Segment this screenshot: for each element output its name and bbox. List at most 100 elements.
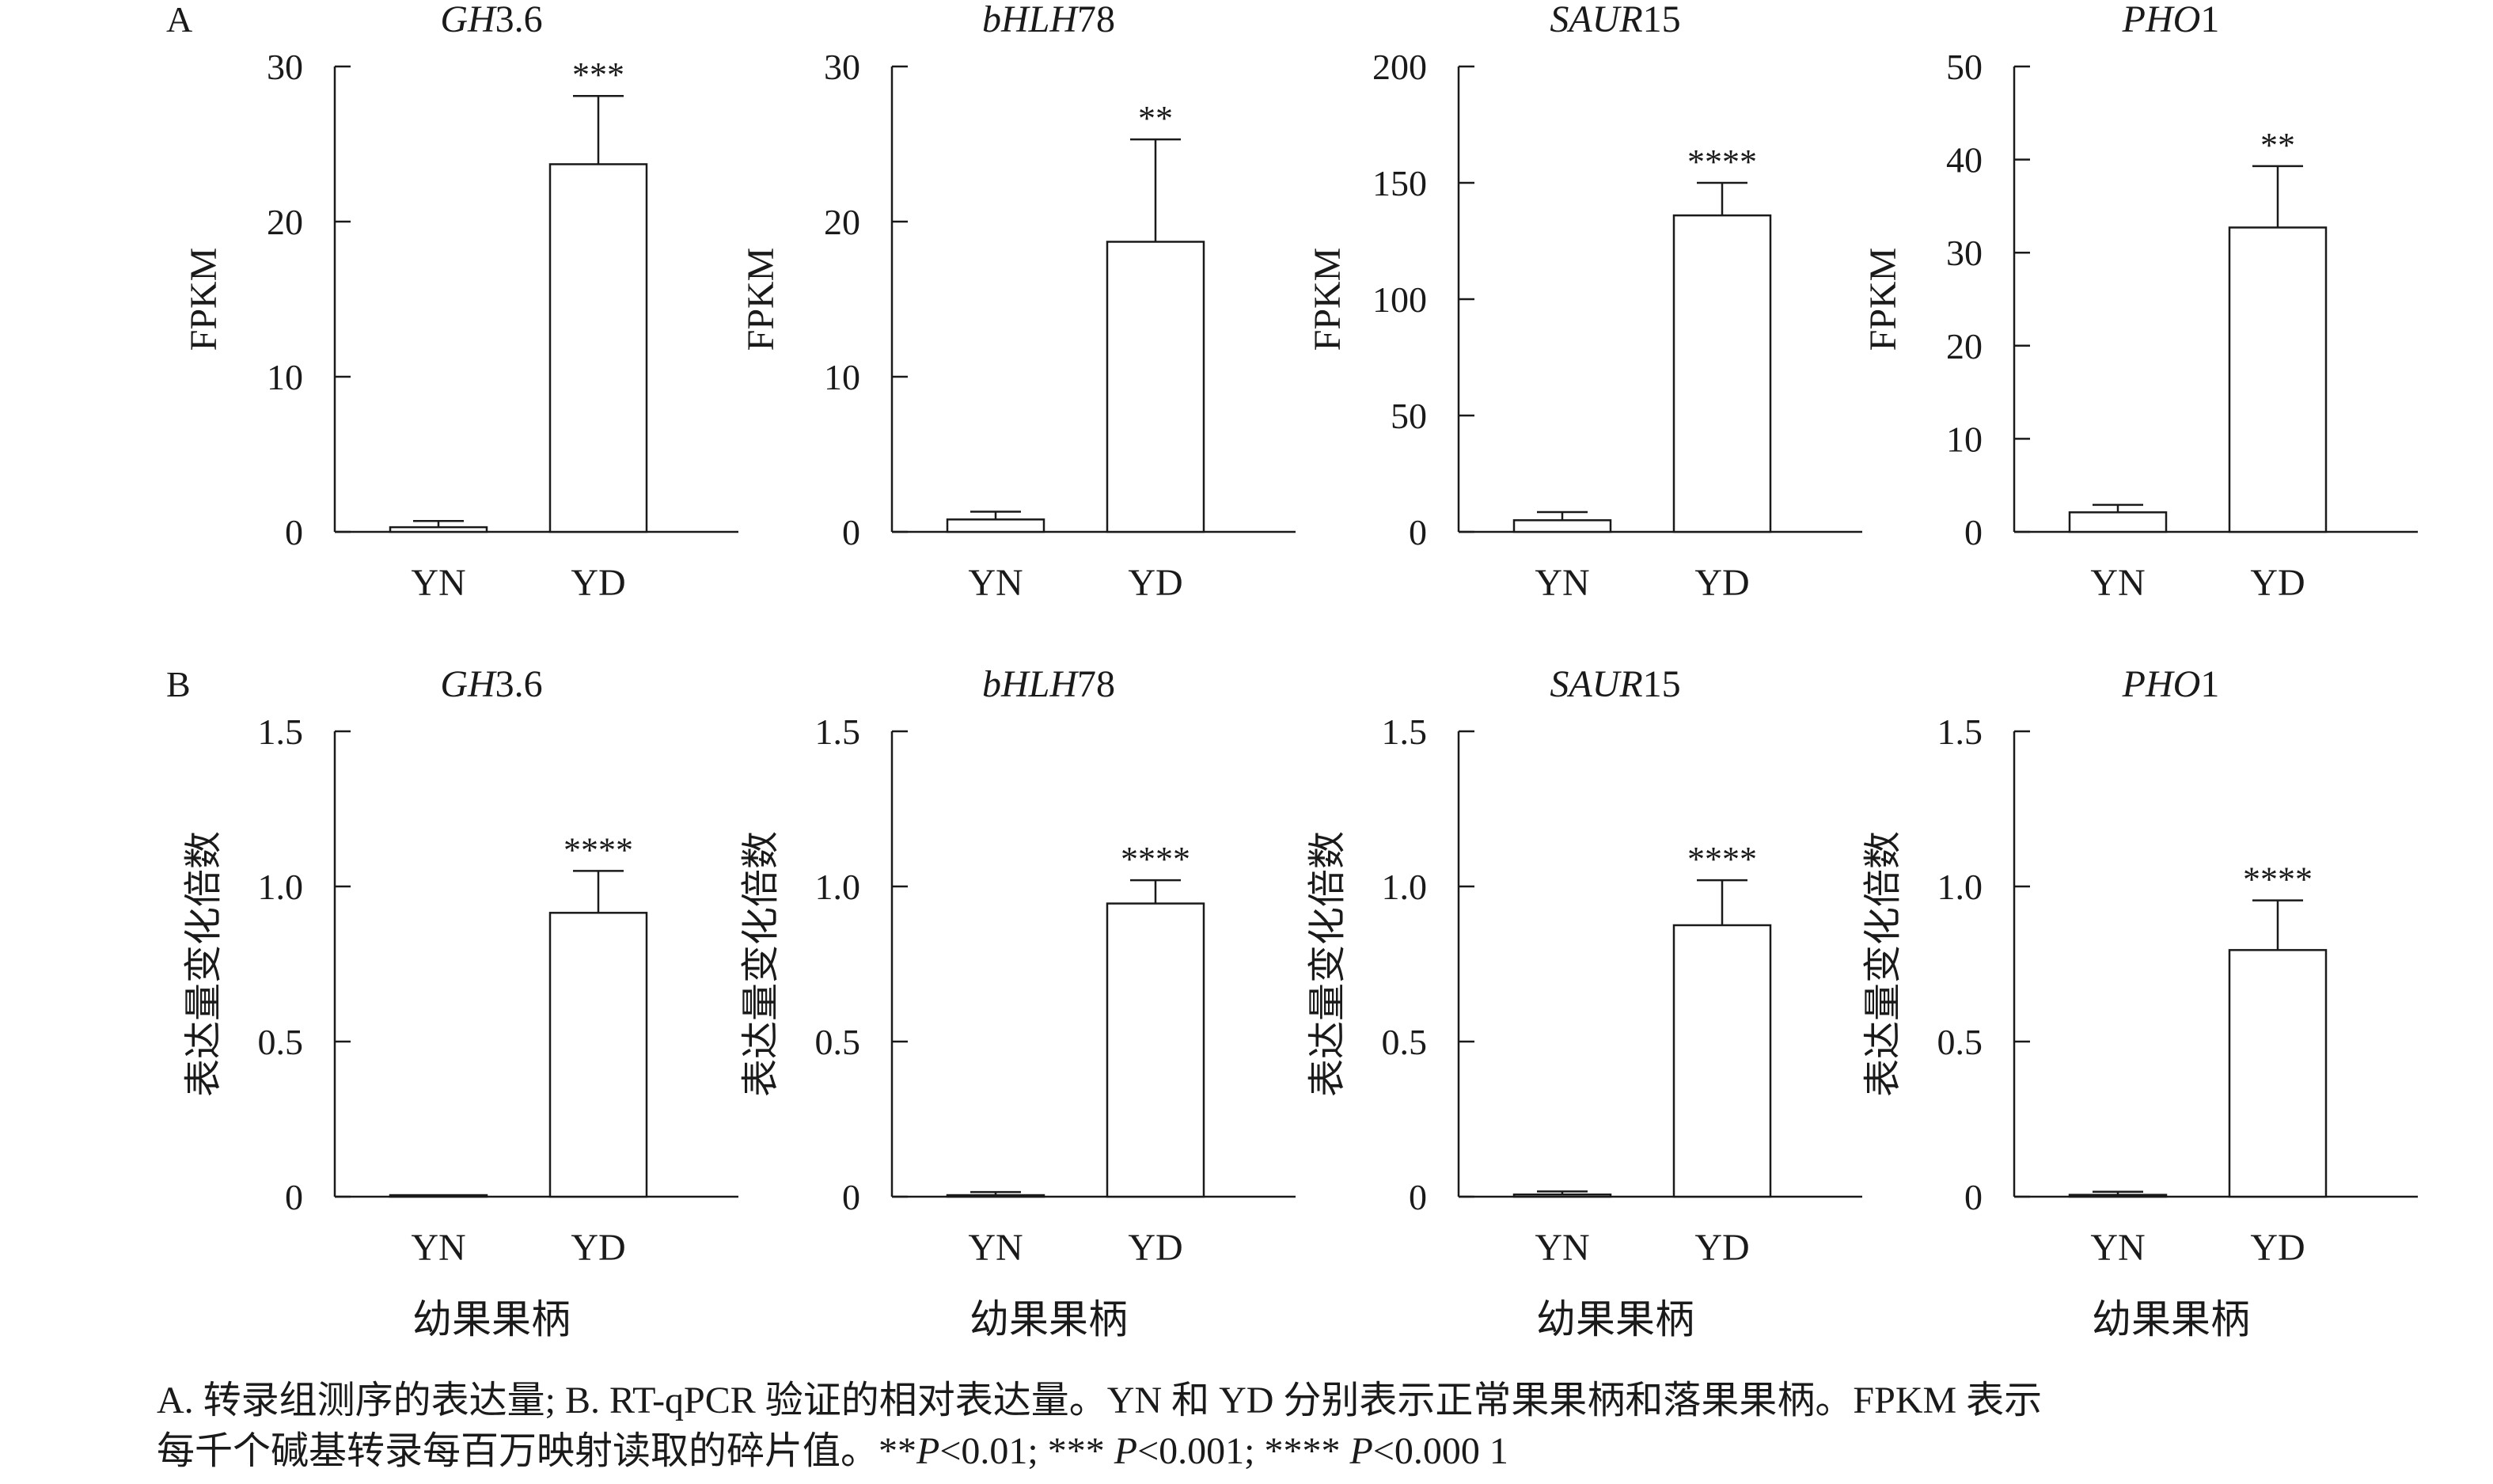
significance-marker: ** <box>1138 99 1173 138</box>
chart-title-italic: GH <box>440 663 497 705</box>
y-tick-label: 1.5 <box>258 712 304 752</box>
y-tick-label: 20 <box>267 202 303 242</box>
chart-panel: bHLH78 0 0.5 1.0 1.5 表达量变化倍数 YN YD **** 幼果果柄 <box>740 663 1296 1342</box>
panel-letter: B <box>166 664 191 704</box>
category-label: YD <box>571 1227 625 1269</box>
caption-line-2-prefix: 每千个碱基转录每百万映射读取的碎片值。** <box>157 1430 917 1472</box>
chart-title: SAUR15 <box>1550 663 1680 705</box>
category-label: YD <box>1128 1227 1182 1269</box>
panel-letter: A <box>166 0 192 40</box>
y-tick-label: 0 <box>842 512 860 552</box>
chart-title-italic: PHO <box>2122 663 2201 705</box>
significance-marker: **** <box>1687 840 1757 879</box>
bar-yn <box>2068 1194 2168 1198</box>
bar-yd <box>1672 214 1772 533</box>
y-tick-label: 0 <box>285 512 303 552</box>
y-tick-label: 0 <box>1964 1177 1983 1217</box>
y-tick-label: 100 <box>1372 279 1427 320</box>
caption-line-2: 每千个碱基转录每百万映射读取的碎片值。**P<0.01; *** P<0.001… <box>157 1426 2373 1477</box>
chart-title-italic: bHLH <box>982 663 1079 705</box>
chart-title-italic: PHO <box>2122 0 2201 40</box>
category-label: YD <box>2250 562 2305 604</box>
category-label: YD <box>1694 562 1749 604</box>
caption-p-symbol: P <box>1349 1430 1373 1472</box>
chart-title-italic: SAUR <box>1550 0 1642 40</box>
significance-marker: **** <box>1687 142 1757 181</box>
significance-marker: **** <box>2243 860 2313 899</box>
y-tick-label: 10 <box>267 357 303 397</box>
y-tick-label: 1.0 <box>1382 867 1428 907</box>
category-label: YN <box>411 562 465 604</box>
y-tick-label: 150 <box>1372 163 1427 203</box>
caption-threshold-1: <0.01; *** <box>939 1430 1114 1472</box>
bar-yn <box>389 526 488 533</box>
category-label: YD <box>1694 1227 1749 1269</box>
chart-title-roman: 1 <box>2200 663 2219 705</box>
chart-title-italic: bHLH <box>982 0 1079 40</box>
bar-yn <box>2068 511 2168 533</box>
caption-threshold-3: <0.000 1 <box>1372 1430 1508 1472</box>
chart-panel: SAUR15 0 0.5 1.0 1.5 表达量变化倍数 YN YD **** 幼果果柄 <box>1307 663 1862 1342</box>
x-axis-label: 幼果果柄 <box>1536 1297 1694 1342</box>
chart-title: SAUR15 <box>1550 0 1680 40</box>
y-axis-label: 表达量变化倍数 <box>1307 831 1349 1097</box>
y-tick-label: 30 <box>1946 233 1983 273</box>
y-tick-label: 200 <box>1372 47 1427 87</box>
y-tick-label: 0.5 <box>1382 1022 1428 1062</box>
y-tick-label: 1.0 <box>815 867 861 907</box>
x-axis-label: 幼果果柄 <box>412 1297 571 1342</box>
y-tick-label: 0 <box>842 1177 860 1217</box>
caption-p-symbol: P <box>916 1430 940 1472</box>
chart-panel: bHLH78 0 10 20 30 FPKM YN YD ** <box>740 0 1296 604</box>
category-label: YD <box>2250 1227 2305 1269</box>
category-label: YN <box>2090 1227 2145 1269</box>
chart-panel: A GH3.6 0 10 20 30 FPKM YN YD *** <box>166 0 738 604</box>
significance-marker: **** <box>563 830 633 869</box>
y-tick-label: 0 <box>285 1177 303 1217</box>
bar-yd <box>2228 949 2328 1198</box>
chart-title-roman: 15 <box>1643 0 1681 40</box>
y-axis-label: FPKM <box>1862 248 1904 351</box>
y-tick-label: 20 <box>1946 326 1983 366</box>
figure-caption: A. 转录组测序的表达量; B. RT-qPCR 验证的相对表达量。YN 和 Y… <box>157 1376 2373 1477</box>
bar-yd <box>1106 241 1205 533</box>
y-tick-label: 1.5 <box>815 712 861 752</box>
y-tick-label: 30 <box>824 47 860 87</box>
y-tick-label: 0.5 <box>1937 1022 1983 1062</box>
y-axis-label: FPKM <box>740 248 782 351</box>
bar-yn <box>1512 1194 1612 1198</box>
caption-p-symbol: P <box>1114 1430 1138 1472</box>
chart-title-roman: 78 <box>1077 663 1115 705</box>
chart-title-roman: 78 <box>1077 0 1115 40</box>
y-tick-label: 50 <box>1391 396 1427 436</box>
y-axis-label: 表达量变化倍数 <box>183 831 225 1097</box>
bar-yd <box>1106 902 1205 1198</box>
bar-yd <box>1672 924 1772 1198</box>
y-tick-label: 30 <box>267 47 303 87</box>
bar-yd <box>548 912 648 1198</box>
y-tick-label: 1.0 <box>258 867 304 907</box>
chart-title-italic: SAUR <box>1550 663 1642 705</box>
bar-yn <box>389 1194 488 1198</box>
y-tick-label: 1.0 <box>1937 867 1983 907</box>
chart-title: PHO1 <box>2122 0 2220 40</box>
category-label: YD <box>571 562 625 604</box>
y-tick-label: 1.5 <box>1937 712 1983 752</box>
y-tick-label: 1.5 <box>1382 712 1428 752</box>
x-axis-label: 幼果果柄 <box>970 1297 1128 1342</box>
category-label: YN <box>1535 1227 1589 1269</box>
y-tick-label: 0.5 <box>258 1022 304 1062</box>
category-label: YN <box>968 562 1023 604</box>
category-label: YN <box>411 1227 465 1269</box>
caption-threshold-2: <0.001; **** <box>1137 1430 1350 1472</box>
category-label: YN <box>968 1227 1023 1269</box>
bar-yn <box>1512 519 1612 533</box>
chart-title: GH3.6 <box>440 663 542 705</box>
y-axis-label: 表达量变化倍数 <box>740 831 782 1097</box>
y-tick-label: 10 <box>824 357 860 397</box>
y-axis-label: 表达量变化倍数 <box>1862 831 1904 1097</box>
chart-title-roman: 3.6 <box>495 0 543 40</box>
bar-yn <box>946 518 1045 533</box>
